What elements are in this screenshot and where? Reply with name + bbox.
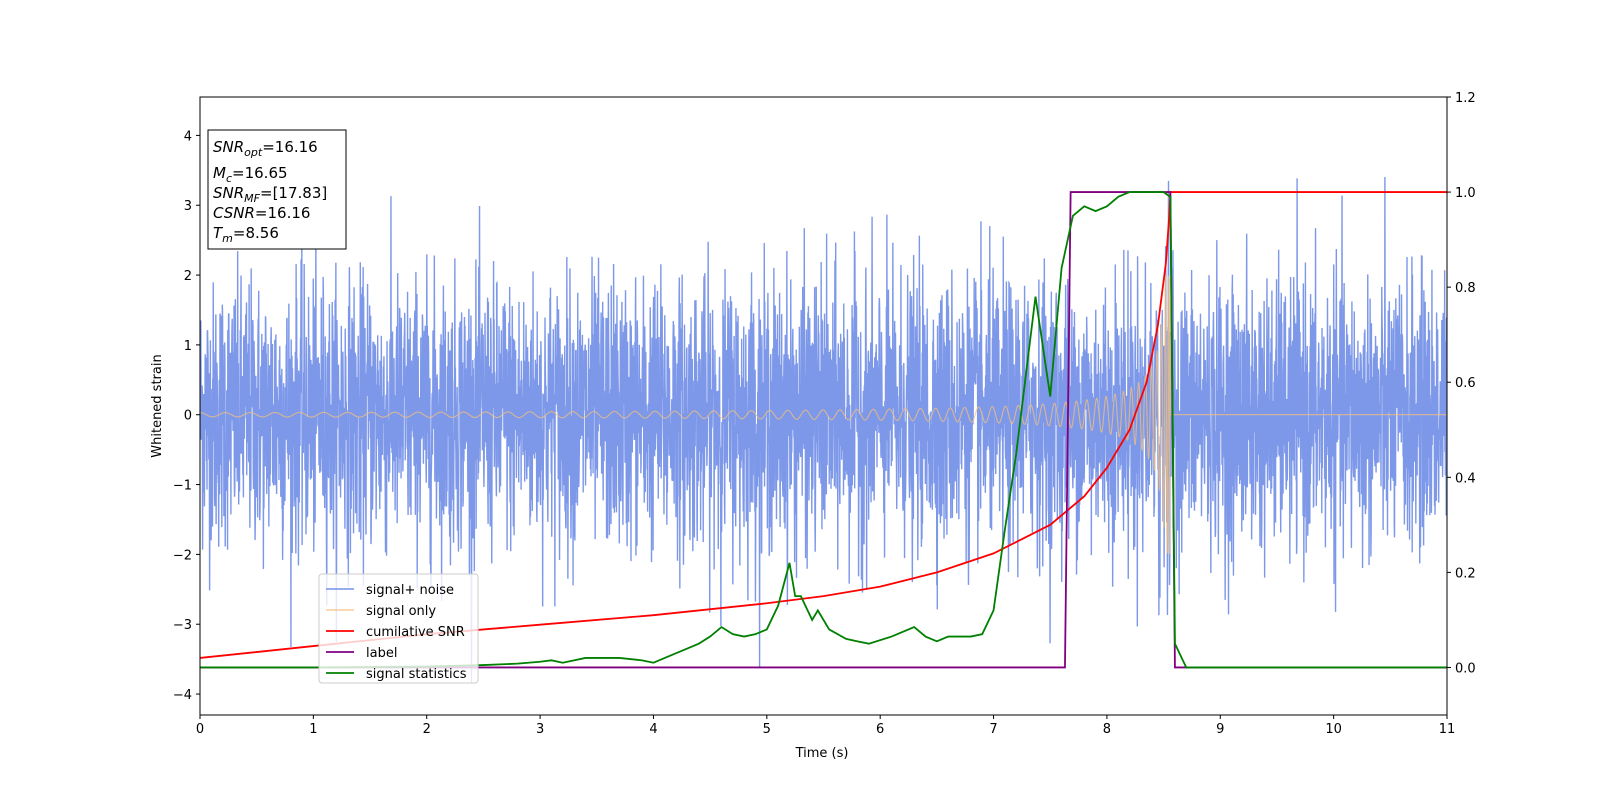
y2-tick-label: 0.0: [1455, 661, 1476, 676]
y2-tick-label: 0.4: [1455, 471, 1476, 486]
x-tick-label: 11: [1439, 722, 1456, 737]
legend: signal+ noise signal only cumilative SNR la…: [318, 573, 479, 684]
series-signal-only: [200, 275, 1447, 555]
y-tick-label: −4: [173, 688, 192, 703]
x-tick-label: 2: [423, 722, 431, 737]
y-tick-label: −3: [173, 618, 192, 633]
plot-frame: [199, 96, 1448, 716]
y-tick-label: 3: [184, 199, 192, 214]
y2-tick-label: 1.0: [1455, 186, 1476, 201]
x-tick-label: 9: [1216, 722, 1224, 737]
plot-series-group: [200, 176, 1447, 684]
y2-tick-label: 0.6: [1455, 376, 1476, 391]
y-tick-label: 0: [184, 409, 192, 424]
x-tick-label: 6: [876, 722, 884, 737]
legend-label: label: [366, 646, 397, 661]
series-signal-statistics: [200, 191, 1447, 669]
y2-tick-label: 1.2: [1455, 91, 1476, 106]
legend-label: signal only: [366, 604, 436, 619]
x-tick-label: 1: [309, 722, 317, 737]
legend-label: cumilative SNR: [366, 625, 465, 640]
y2-tick-label: 0.2: [1455, 566, 1476, 581]
y-tick-label: −2: [173, 548, 192, 563]
legend-label: signal+ noise: [366, 583, 454, 598]
x-axis-label: Time (s): [795, 746, 849, 761]
info-csnr: CSNR=16.16: [213, 204, 310, 222]
plot-layer: [200, 176, 1447, 684]
x-tick-label: 0: [196, 722, 204, 737]
series-signal-noise: [200, 176, 1447, 684]
y-tick-label: −1: [173, 479, 192, 494]
y-tick-label: 1: [184, 339, 192, 354]
x-tick-label: 4: [649, 722, 657, 737]
info-box: SNRopt=16.16 Mc=16.65 SNRMF=[17.83] CSNR…: [207, 129, 347, 250]
legend-label: signal statistics: [366, 667, 467, 682]
x-tick-label: 10: [1325, 722, 1342, 737]
x-tick-label: 3: [536, 722, 544, 737]
x-axis-ticks: 0 1 2 3 4 5 6 7 8 9 10 11: [196, 715, 1455, 737]
legend-frame: [318, 573, 479, 684]
info-snr-mf: SNRMF=[17.83]: [213, 184, 327, 205]
x-tick-label: 7: [989, 722, 997, 737]
info-box-frame: [207, 129, 347, 250]
info-mc: Mc=16.65: [213, 164, 288, 185]
y-tick-label: 4: [184, 129, 192, 144]
y-tick-label: 2: [184, 269, 192, 284]
info-snr-opt: SNRopt=16.16: [213, 138, 318, 159]
y-axis-label: Whitened strain: [150, 354, 165, 457]
x-tick-label: 8: [1103, 722, 1111, 737]
x-tick-label: 5: [763, 722, 771, 737]
y2-tick-label: 0.8: [1455, 281, 1476, 296]
info-tm: Tm=8.56: [213, 224, 279, 245]
y-axis-left-ticks: −4 −3 −2 −1 0 1 2 3 4: [173, 129, 200, 703]
y-axis-right-ticks: 0.0 0.2 0.4 0.6 0.8 1.0 1.2: [1447, 91, 1476, 676]
